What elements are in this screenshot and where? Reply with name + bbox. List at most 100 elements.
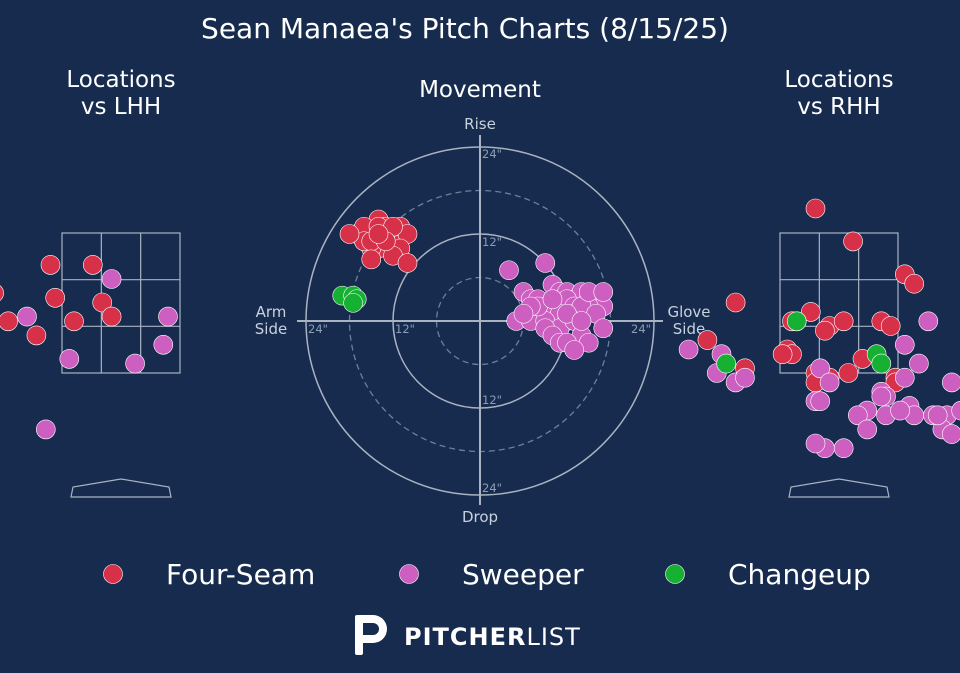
ring-tick-label: 24" <box>631 322 651 336</box>
home-plate-shape <box>788 478 890 498</box>
sweeper-point <box>871 386 892 407</box>
title-line: Locations <box>66 67 175 93</box>
sweeper-point <box>735 367 755 388</box>
four-seam-point <box>101 306 122 327</box>
rhh-home-plate <box>788 478 890 498</box>
sweeper-point <box>894 367 915 388</box>
sweeper-movement-point <box>542 289 563 310</box>
sweeper-point <box>927 405 948 426</box>
locations-lhh-panel: Locations vs LHH <box>0 67 181 498</box>
sweeper-point <box>101 269 122 289</box>
axis-label-line: Side <box>673 320 705 338</box>
four-seam-point <box>64 311 84 332</box>
changeup-movement-point <box>343 293 363 313</box>
pitcherlist-logo: PITCHERLIST <box>355 615 581 655</box>
title-line: Locations <box>784 67 893 93</box>
sweeper-point <box>59 349 80 369</box>
sweeper-point <box>909 353 929 374</box>
sweeper-point <box>942 372 960 393</box>
sweeper-movement-point <box>593 318 614 339</box>
sweeper-movement-point <box>571 311 592 331</box>
four-seam-point <box>0 311 18 332</box>
sweeper-movement-point <box>564 340 585 360</box>
sweeper-point <box>810 391 831 412</box>
four-seam-point <box>725 292 746 313</box>
pitcherlist-p-icon <box>355 615 387 655</box>
four-seam-point <box>815 320 835 341</box>
four-seam-point <box>26 325 47 346</box>
lhh-home-plate <box>70 478 172 498</box>
four-seam-point <box>45 287 66 308</box>
four-seam-point <box>805 198 826 219</box>
brand-wordmark: PITCHERLIST <box>404 623 581 651</box>
four-seam-point <box>800 302 821 322</box>
four-seam-movement-point <box>368 224 389 244</box>
sweeper-point <box>819 372 840 393</box>
sweeper-point <box>857 419 878 440</box>
legend-label-changeup: Changeup <box>728 558 871 591</box>
legend-label-sweeper: Sweeper <box>462 558 584 591</box>
movement-drop-label: Drop <box>462 508 498 526</box>
title-line: vs RHH <box>797 94 880 120</box>
movement-arm-side-label: Arm Side <box>255 303 287 338</box>
sweeper-movement-point <box>513 303 534 324</box>
legend-label-four-seam: Four-Seam <box>166 558 315 591</box>
legend-marker-four-seam <box>103 564 123 584</box>
changeup-point <box>786 311 807 332</box>
sweeper-point <box>942 424 960 444</box>
home-plate-shape <box>70 478 172 498</box>
movement-ring-labels: 12" 24" 12" 24" 12" 24" 24" <box>308 147 651 495</box>
four-seam-movement-point <box>397 253 418 273</box>
sweeper-point <box>847 405 868 426</box>
sweeper-point <box>951 400 960 421</box>
four-seam-movement-point <box>339 224 360 244</box>
sweeper-point <box>833 438 854 459</box>
four-seam-point <box>843 231 863 252</box>
sweeper-point <box>805 433 826 454</box>
legend-marker-changeup <box>665 564 685 584</box>
movement-pitch-points <box>332 209 614 360</box>
ring-tick-label: 24" <box>482 481 502 495</box>
movement-panel-title: Movement <box>419 77 541 103</box>
sweeper-point <box>17 306 37 327</box>
lhh-panel-title: Locations vs LHH <box>66 67 175 120</box>
changeup-point <box>716 353 737 374</box>
four-seam-point <box>880 316 901 336</box>
sweeper-point <box>918 311 939 332</box>
four-seam-point <box>40 255 61 275</box>
four-seam-point <box>833 311 854 332</box>
sweeper-movement-point <box>593 282 614 302</box>
rhh-pitch-points <box>678 198 960 459</box>
ring-tick-label: 24" <box>482 147 502 161</box>
sweeper-point <box>153 334 174 355</box>
sweeper-movement-point <box>499 260 519 281</box>
four-seam-point <box>904 273 925 294</box>
sweeper-point <box>894 334 915 355</box>
four-seam-point <box>772 344 793 365</box>
sweeper-point <box>890 400 910 421</box>
four-seam-point <box>83 255 103 275</box>
lhh-pitch-points <box>0 255 178 440</box>
sweeper-point <box>678 339 699 360</box>
changeup-point <box>871 353 892 374</box>
legend: Four-Seam Sweeper Changeup <box>103 558 871 591</box>
sweeper-point <box>35 419 56 440</box>
axis-label-line: Arm <box>256 303 287 321</box>
sweeper-movement-point <box>535 253 556 273</box>
axis-label-line: Glove <box>667 303 710 321</box>
movement-panel: Movement Rise Drop Arm Side Glove Side 12"… <box>255 77 711 526</box>
locations-rhh-panel: Locations vs RHH <box>678 67 960 498</box>
movement-rise-label: Rise <box>464 115 496 133</box>
four-seam-point <box>838 363 859 383</box>
four-seam-point <box>92 292 112 313</box>
legend-marker-sweeper <box>399 564 419 584</box>
sweeper-point <box>158 306 178 327</box>
sweeper-point <box>125 353 145 374</box>
ring-tick-label: 24" <box>308 322 328 336</box>
movement-glove-side-label: Glove Side <box>667 303 710 338</box>
chart-title: Sean Manaea's Pitch Charts (8/15/25) <box>201 12 729 45</box>
four-seam-point <box>0 285 4 301</box>
ring-tick-label: 12" <box>395 322 415 336</box>
